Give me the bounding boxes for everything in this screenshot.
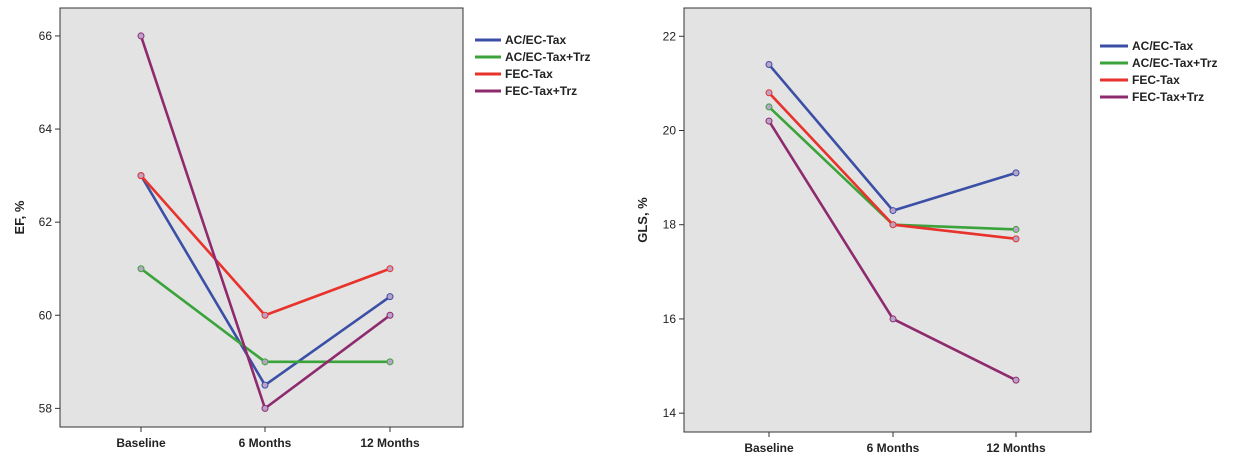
legend-label: FEC-Tax+Trz	[505, 84, 577, 98]
x-tick-label: Baseline	[116, 436, 166, 450]
plot-area	[59, 7, 464, 428]
chart-panel-1: 58 60 62 64 66 Baseline 6 Months 12 Months EF, %…	[12, 7, 590, 450]
y-axis-label: GLS, %	[635, 197, 650, 243]
x-tick-label: 12 Months	[986, 441, 1046, 455]
data-point	[765, 117, 773, 125]
y-tick-label: 16	[663, 312, 677, 326]
data-point	[1012, 169, 1020, 177]
y-tick-label: 58	[39, 401, 53, 415]
data-point	[386, 358, 394, 366]
data-point	[261, 381, 269, 389]
data-point	[386, 265, 394, 273]
legend-label: FEC-Tax	[1132, 73, 1180, 87]
x-tick-label: 6 Months	[239, 436, 292, 450]
x-tick-label: 6 Months	[867, 441, 920, 455]
legend-label: AC/EC-Tax+Trz	[505, 50, 590, 64]
legend-label: AC/EC-Tax	[505, 33, 566, 47]
data-point	[765, 89, 773, 97]
legend-label: FEC-Tax+Trz	[1132, 90, 1204, 104]
legend-label: AC/EC-Tax+Trz	[1132, 56, 1217, 70]
data-point	[1012, 235, 1020, 243]
legend-label: AC/EC-Tax	[1132, 39, 1193, 53]
data-point	[889, 315, 897, 323]
data-point	[1012, 376, 1020, 384]
y-axis-label: EF, %	[12, 200, 27, 234]
y-tick-label: 66	[39, 29, 53, 43]
data-point	[889, 207, 897, 215]
y-tick-label: 20	[663, 123, 677, 137]
x-tick-label: 12 Months	[360, 436, 420, 450]
y-tick-label: 18	[663, 218, 677, 232]
data-point	[261, 404, 269, 412]
data-point	[261, 358, 269, 366]
data-point	[889, 221, 897, 229]
data-point	[1012, 225, 1020, 233]
y-tick-label: 62	[39, 215, 53, 229]
data-point	[765, 103, 773, 111]
data-point	[137, 172, 145, 180]
data-point	[137, 32, 145, 40]
data-point	[386, 293, 394, 301]
x-tick-label: Baseline	[744, 441, 794, 455]
y-tick-label: 14	[663, 406, 677, 420]
data-point	[137, 265, 145, 273]
y-tick-label: 64	[39, 122, 53, 136]
y-tick-label: 22	[663, 29, 677, 43]
data-point	[765, 61, 773, 69]
data-point	[261, 311, 269, 319]
y-tick-label: 60	[39, 308, 53, 322]
legend-label: FEC-Tax	[505, 67, 553, 81]
chart-panel-2: 14 16 18 20 22 Baseline 6 Months 12 Months GLS, …	[635, 7, 1217, 455]
data-point	[386, 311, 394, 319]
